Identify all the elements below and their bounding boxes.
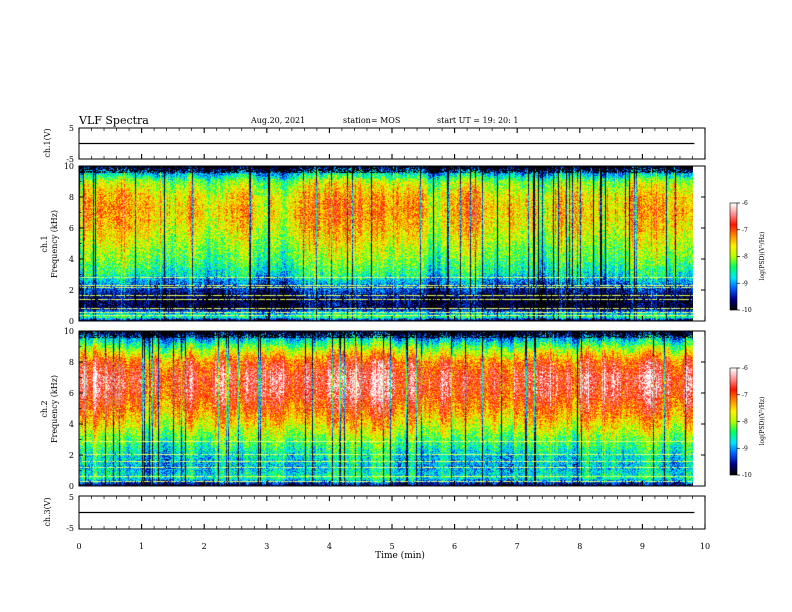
time-tick-label: 7 [515, 542, 520, 551]
ch1-frequency-ticks: 0 2 4 6 8 10 [64, 162, 705, 326]
ch2-spectrogram-time-ticks [78, 331, 706, 486]
ch2-channel-label: ch.2 [40, 400, 49, 417]
station-label: station= MOS [343, 116, 400, 125]
ch1-channel-label: ch.1 [40, 235, 49, 252]
ch3-waveform-ylabel: ch.3(V) [43, 497, 52, 526]
ch3-ytick-top: 5 [69, 493, 74, 502]
frequency-tick-label: 10 [64, 327, 74, 336]
ch2-frequency-ticks: 0 2 4 6 8 10 [64, 327, 705, 491]
colorbar-tick-label: -7 [742, 227, 748, 234]
time-tick-label: 9 [640, 542, 645, 551]
ch2-colorbar: -6 -7 -8 -9 -10 log(PSD)(V²/Hz) [729, 365, 766, 479]
frequency-tick-label: 8 [69, 358, 74, 367]
colorbar-tick-label: -6 [742, 365, 748, 372]
frequency-tick-label: 4 [69, 255, 74, 264]
colorbar-tick-label: -6 [742, 200, 748, 207]
ch1-colorbar: -6 -7 -8 -9 -10 log(PSD)(V²/Hz) [729, 200, 766, 314]
ch1-spectrogram-time-ticks [78, 166, 706, 321]
ch2-colorbar-gradient [730, 368, 737, 475]
ch1-waveform-panel: 5 -5 ch.1(V) [43, 124, 706, 164]
colorbar-tick-label: -8 [742, 254, 748, 261]
ch1-colorbar-label: log(PSD)(V²/Hz) [759, 232, 766, 281]
time-tick-label: 1 [139, 542, 144, 551]
ch1-ytick-bottom: -5 [66, 155, 74, 164]
time-tick-label: 10 [700, 542, 710, 551]
ch1-waveform-ylabel: ch.1(V) [43, 128, 52, 157]
ch1-colorbar-gradient [730, 203, 737, 310]
ch3-ytick-bottom: -5 [66, 524, 74, 533]
ch2-colorbar-label: log(PSD)(V²/Hz) [759, 397, 766, 446]
colorbar-tick-label: -9 [742, 280, 748, 287]
time-tick-label: 8 [577, 542, 582, 551]
time-tick-label: 3 [264, 542, 269, 551]
ch3-waveform-time-ticks [78, 496, 706, 529]
date-label: Aug.20, 2021 [250, 116, 305, 125]
ch1-ytick-top: 5 [69, 124, 74, 133]
time-tick-label: 6 [452, 542, 457, 551]
frequency-tick-label: 8 [69, 193, 74, 202]
frequency-tick-label: 4 [69, 420, 74, 429]
colorbar-tick-label: -7 [742, 392, 748, 399]
ch1-frequency-axis-label: Frequency (kHz) [50, 210, 59, 278]
frequency-tick-label: 6 [69, 224, 74, 233]
ch1-spectrogram-image [79, 166, 693, 321]
ch1-colorbar-ticks: -6 -7 -8 -9 -10 [737, 200, 752, 314]
start-time-label: start UT = 19: 20: 1 [437, 116, 518, 125]
frequency-tick-label: 2 [69, 286, 74, 295]
ch2-spectrogram-panel: 0 2 4 6 8 10 ch.2 Frequency (kHz) [40, 327, 706, 491]
time-tick-label: 5 [389, 542, 394, 551]
ch3-waveform-panel: 5 -5 ch.3(V) [43, 493, 706, 533]
ch2-frequency-axis-label: Frequency (kHz) [50, 375, 59, 443]
time-tick-label: 2 [202, 542, 207, 551]
colorbar-tick-label: -8 [742, 419, 748, 426]
time-axis-label: Time (min) [375, 550, 425, 561]
colorbar-tick-label: -10 [742, 472, 752, 479]
frequency-tick-label: 2 [69, 451, 74, 460]
figure-title: VLF Spectra [78, 114, 149, 127]
time-tick-label: 4 [327, 542, 332, 551]
frequency-tick-label: 0 [69, 317, 74, 326]
ch2-colorbar-ticks: -6 -7 -8 -9 -10 [737, 365, 752, 479]
colorbar-tick-label: -9 [742, 445, 748, 452]
ch1-spectrogram-panel: 0 2 4 6 8 10 ch.1 Frequency (kHz) [40, 162, 706, 326]
frequency-tick-label: 6 [69, 389, 74, 398]
frequency-tick-label: 10 [64, 162, 74, 171]
ch2-spectrogram-image [79, 331, 693, 486]
ch1-waveform-time-ticks [78, 128, 706, 159]
frequency-tick-label: 0 [69, 482, 74, 491]
time-tick-label: 0 [76, 542, 81, 551]
time-axis-tick-labels: 0 1 2 3 4 5 6 7 8 9 10 [76, 542, 710, 551]
colorbar-tick-label: -10 [742, 307, 752, 314]
